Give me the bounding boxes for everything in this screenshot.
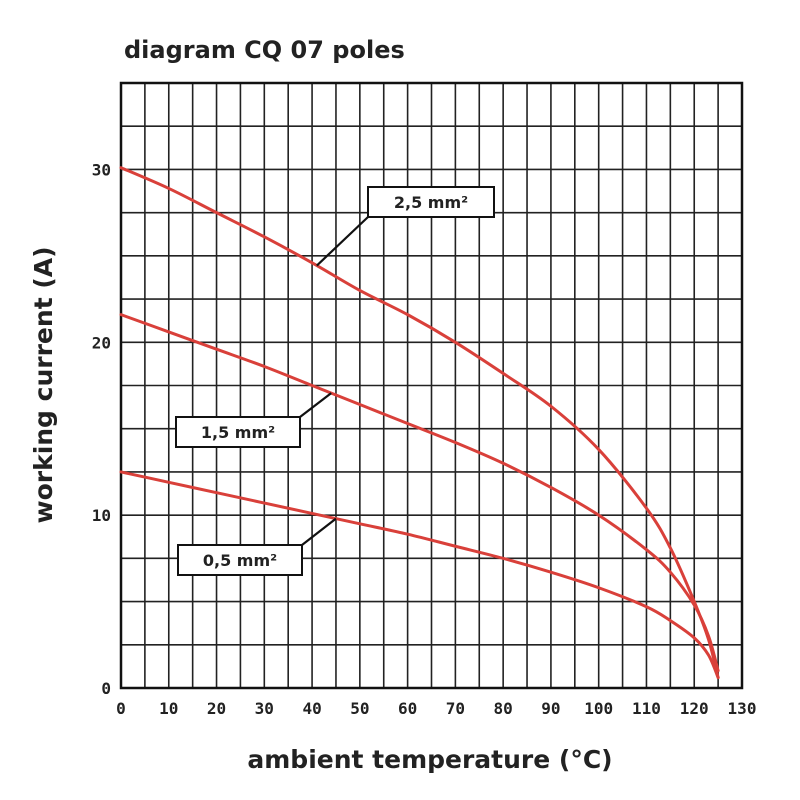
series-line-2 (119, 313, 720, 673)
x-tick-label: 50 (350, 699, 369, 718)
callout-leader-line (299, 392, 332, 418)
x-tick-label: 90 (541, 699, 560, 718)
callout-box (177, 544, 303, 576)
callout-2: 1,5 mm² (175, 392, 332, 448)
x-tick-label: 0 (116, 699, 126, 718)
x-tick-label: 10 (159, 699, 178, 718)
callout-1: 2,5 mm² (316, 186, 495, 267)
x-tick-label: 40 (302, 699, 321, 718)
x-tick-label: 130 (728, 699, 757, 718)
x-tick-label: 20 (207, 699, 226, 718)
callout-3: 0,5 mm² (177, 517, 337, 576)
series-lines (119, 166, 720, 680)
plot-frame (119, 81, 744, 690)
x-tick-label: 80 (494, 699, 513, 718)
series-line-1 (119, 166, 720, 680)
x-tick-label: 120 (680, 699, 709, 718)
callout-box (367, 186, 495, 218)
x-axis-label: ambient temperature (°C) (247, 745, 612, 774)
y-tick-label: 0 (101, 679, 111, 698)
grid (121, 83, 742, 688)
x-tick-label: 110 (632, 699, 661, 718)
callout-label: 0,5 mm² (203, 551, 277, 570)
callout-label: 1,5 mm² (201, 423, 275, 442)
callout-label: 2,5 mm² (394, 193, 468, 212)
x-tick-label: 100 (584, 699, 613, 718)
y-tick-label: 20 (92, 333, 111, 352)
series-line-3 (119, 470, 720, 680)
x-tick-label: 70 (446, 699, 465, 718)
callout-box (175, 416, 301, 448)
callouts: 2,5 mm² 1,5 mm² 0,5 mm² (175, 186, 495, 576)
callout-leader-line (301, 517, 337, 546)
y-axis-label: working current (A) (29, 246, 58, 523)
tick-labels: 0 10 20 30 40 50 60 70 80 90 100 110 120 130 0 10 20 30 (92, 160, 757, 718)
x-tick-label: 60 (398, 699, 417, 718)
y-tick-label: 30 (92, 160, 111, 179)
chart-title: diagram CQ 07 poles (124, 36, 405, 64)
x-tick-label: 30 (255, 699, 274, 718)
callout-leader-line (316, 216, 369, 267)
y-tick-label: 10 (92, 506, 111, 525)
